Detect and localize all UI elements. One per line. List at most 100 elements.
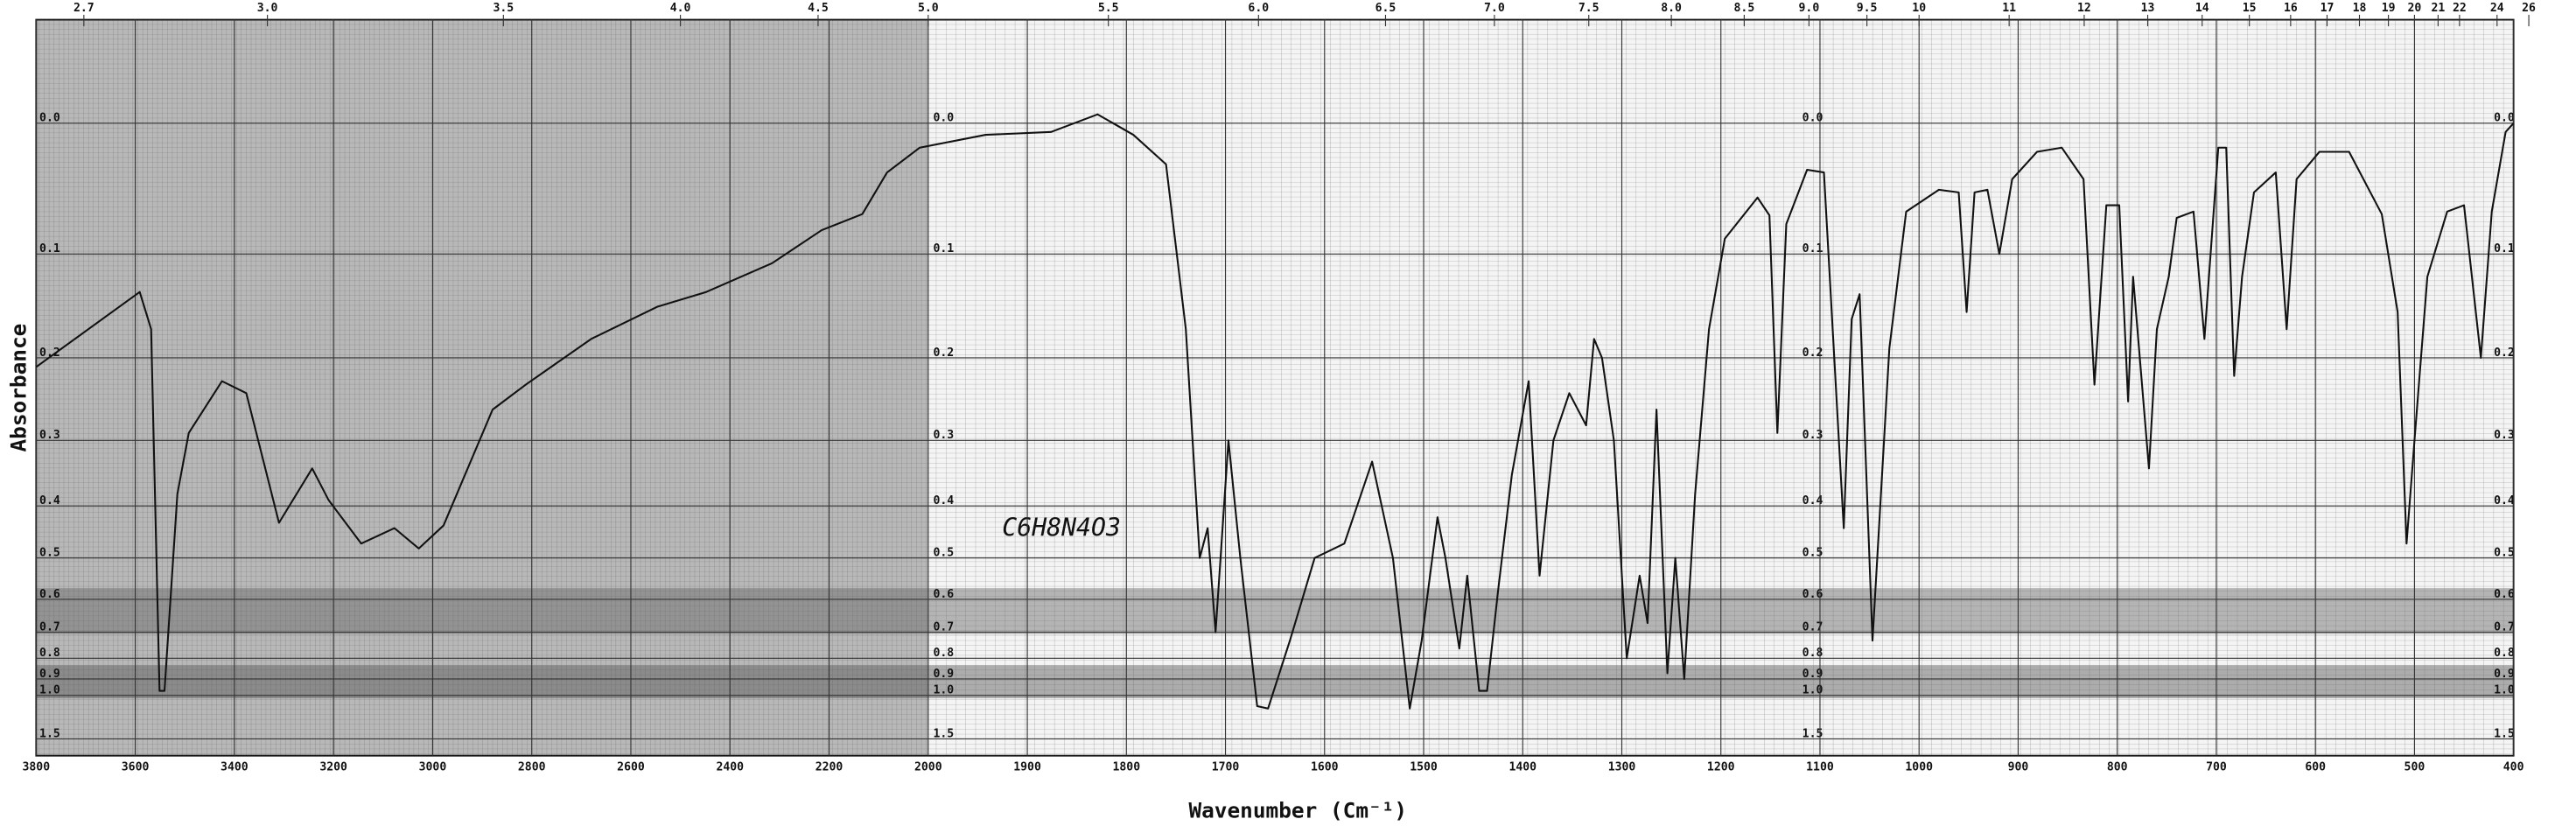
y-tick-label: 1.5 [2494,727,2515,740]
x-tick-label: 2400 [716,760,744,774]
y-tick-label: 0.4 [1802,494,1824,508]
top-tick-label: 11 [2002,2,2016,15]
top-tick-label: 4.0 [670,2,691,15]
y-tick-label: 0.0 [933,112,954,125]
y-tick-label: 1.5 [1802,727,1824,740]
y-axis-title: Absorbance [6,324,32,452]
top-tick-label: 21 [2431,2,2445,15]
top-tick-label: 7.0 [1484,2,1505,15]
y-tick-label: 0.6 [933,588,954,601]
x-tick-label: 2800 [518,760,546,774]
y-tick-label: 0.4 [2494,494,2515,508]
y-tick-label: 0.8 [2494,647,2515,660]
y-tick-label: 0.1 [2494,242,2515,256]
y-tick-label: 0.7 [933,620,954,634]
x-tick-label: 1400 [1508,760,1536,774]
top-tick-label: 20 [2408,2,2422,15]
top-tick-label: 7.5 [1578,2,1600,15]
y-tick-label: 0.0 [2494,112,2515,125]
y-tick-label: 0.6 [39,588,60,601]
x-tick-label: 3600 [122,760,150,774]
y-tick-label: 0.2 [1802,346,1824,360]
y-tick-label: 0.0 [1802,112,1824,125]
annotation: C6H8N4O3 [1002,514,1121,542]
y-tick-label: 0.9 [933,668,954,681]
x-tick-label: 1300 [1608,760,1636,774]
y-tick-label: 1.0 [933,684,954,697]
x-tick-label: 800 [2107,760,2128,774]
top-tick-label: 2.7 [74,2,94,15]
y-tick-label: 0.7 [1802,620,1824,634]
top-tick-label: 3.5 [493,2,514,15]
y-tick-label: 0.1 [933,242,954,256]
y-tick-label: 0.7 [2494,620,2515,634]
y-tick-label: 0.1 [1802,242,1824,256]
x-tick-label: 1500 [1410,760,1438,774]
x-tick-label: 3800 [23,760,51,774]
top-tick-label: 18 [2353,2,2367,15]
y-tick-label: 1.0 [39,684,60,697]
y-tick-label: 0.4 [39,494,60,508]
y-tick-label: 0.6 [1802,588,1824,601]
x-tick-label: 1600 [1311,760,1339,774]
top-tick-label: 10 [1912,2,1926,15]
x-tick-label: 700 [2206,760,2227,774]
y-tick-label: 0.3 [1802,429,1824,442]
y-tick-label: 0.9 [2494,668,2515,681]
y-tick-label: 0.9 [1802,668,1824,681]
x-tick-label: 2000 [914,760,942,774]
y-tick-label: 0.1 [39,242,60,256]
y-tick-label: 0.7 [39,620,60,634]
top-tick-label: 24 [2490,2,2504,15]
x-axis-title: Wavenumber (Cm⁻¹) [1188,798,1407,823]
x-tick-label: 600 [2305,760,2326,774]
top-tick-label: 6.0 [1248,2,1269,15]
y-tick-label: 0.2 [933,346,954,360]
x-tick-label: 1100 [1806,760,1834,774]
x-tick-label: 1700 [1212,760,1240,774]
y-tick-label: 0.8 [933,647,954,660]
top-tick-label: 14 [2195,2,2209,15]
y-tick-label: 0.5 [39,547,60,560]
y-tick-label: 0.3 [2494,429,2515,442]
top-tick-label: 9.5 [1857,2,1878,15]
top-tick-label: 8.5 [1734,2,1755,15]
y-tick-label: 1.0 [2494,684,2515,697]
x-tick-label: 2200 [816,760,844,774]
y-tick-label: 0.8 [1802,647,1824,660]
x-tick-label: 2600 [617,760,645,774]
top-tick-label: 19 [2382,2,2396,15]
top-tick-label: 6.5 [1376,2,1396,15]
top-tick-label: 5.5 [1098,2,1119,15]
top-tick-label: 13 [2141,2,2155,15]
top-tick-label: 9.0 [1799,2,1820,15]
x-tick-label: 900 [2008,760,2029,774]
top-tick-label: 16 [2284,2,2298,15]
x-tick-label: 400 [2503,760,2524,774]
x-tick-label: 1800 [1112,760,1140,774]
top-tick-label: 17 [2320,2,2334,15]
x-tick-label: 1000 [1905,760,1933,774]
y-tick-label: 0.4 [933,494,954,508]
x-tick-label: 1200 [1707,760,1735,774]
top-tick-label: 8.0 [1661,2,1682,15]
y-tick-label: 0.9 [39,668,60,681]
spectrum-line [35,113,2515,710]
top-tick-label: 15 [2243,2,2257,15]
x-tick-label: 3000 [419,760,447,774]
y-tick-label: 0.8 [39,647,60,660]
x-tick-label: 3400 [220,760,248,774]
y-tick-label: 0.6 [2494,588,2515,601]
top-tick-label: 3.0 [257,2,278,15]
y-tick-label: 1.5 [39,727,60,740]
y-tick-label: 1.5 [933,727,954,740]
y-tick-label: 0.2 [2494,346,2515,360]
top-tick-label: 22 [2453,2,2467,15]
y-tick-label: 0.2 [39,346,60,360]
y-tick-label: 0.5 [2494,547,2515,560]
x-tick-label: 3200 [319,760,347,774]
y-tick-label: 0.0 [39,112,60,125]
x-tick-label: 500 [2404,760,2426,774]
y-tick-label: 0.5 [1802,547,1824,560]
